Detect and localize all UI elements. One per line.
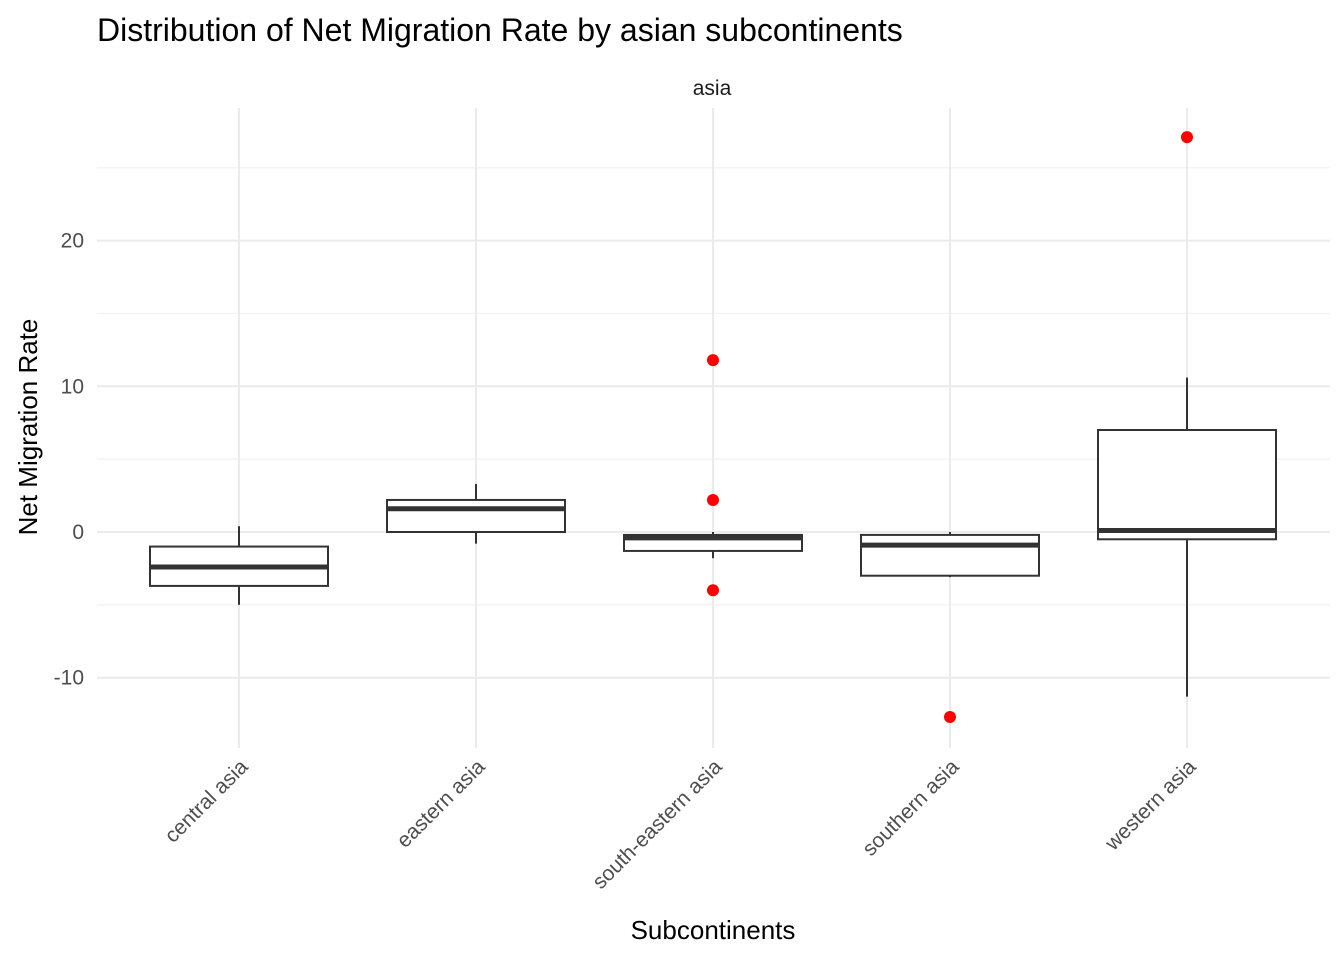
facet-strip-label: asia [693, 77, 732, 100]
chart-title: Distribution of Net Migration Rate by as… [97, 12, 903, 48]
x-axis-title: Subcontinents [631, 915, 796, 945]
y-axis-title: Net Migration Rate [13, 319, 43, 536]
iqr-box [1097, 429, 1277, 541]
boxplot-eastern-asia [386, 483, 566, 544]
x-tick-label: western asia [1100, 755, 1201, 856]
y-tick-label: 0 [72, 521, 84, 544]
outlier-point [944, 711, 956, 724]
x-tick-label: southern asia [858, 755, 964, 861]
boxplot-western-asia [1097, 131, 1277, 697]
x-tick-label: south-eastern asia [588, 755, 727, 894]
y-axis-ticks: -10 0 10 20 [54, 230, 84, 690]
outlier-point [707, 493, 719, 506]
outlier-point [1181, 131, 1193, 144]
y-tick-label: 10 [61, 375, 84, 398]
grid-lines [97, 108, 1330, 748]
y-tick-label: -10 [54, 667, 84, 690]
boxplots [149, 131, 1277, 724]
iqr-box [860, 533, 1040, 577]
boxplot-southern-asia [860, 532, 1040, 724]
x-tick-label: central asia [160, 755, 252, 847]
x-tick-label: eastern asia [392, 755, 489, 852]
x-axis-ticks: central asia eastern asia south-eastern as… [160, 755, 1200, 894]
y-tick-label: 20 [61, 230, 84, 253]
outlier-point [707, 584, 719, 597]
boxplot-central-asia [149, 526, 329, 605]
boxplot-south-eastern-asia [623, 354, 803, 597]
outlier-point [707, 354, 719, 367]
iqr-box [386, 498, 566, 534]
